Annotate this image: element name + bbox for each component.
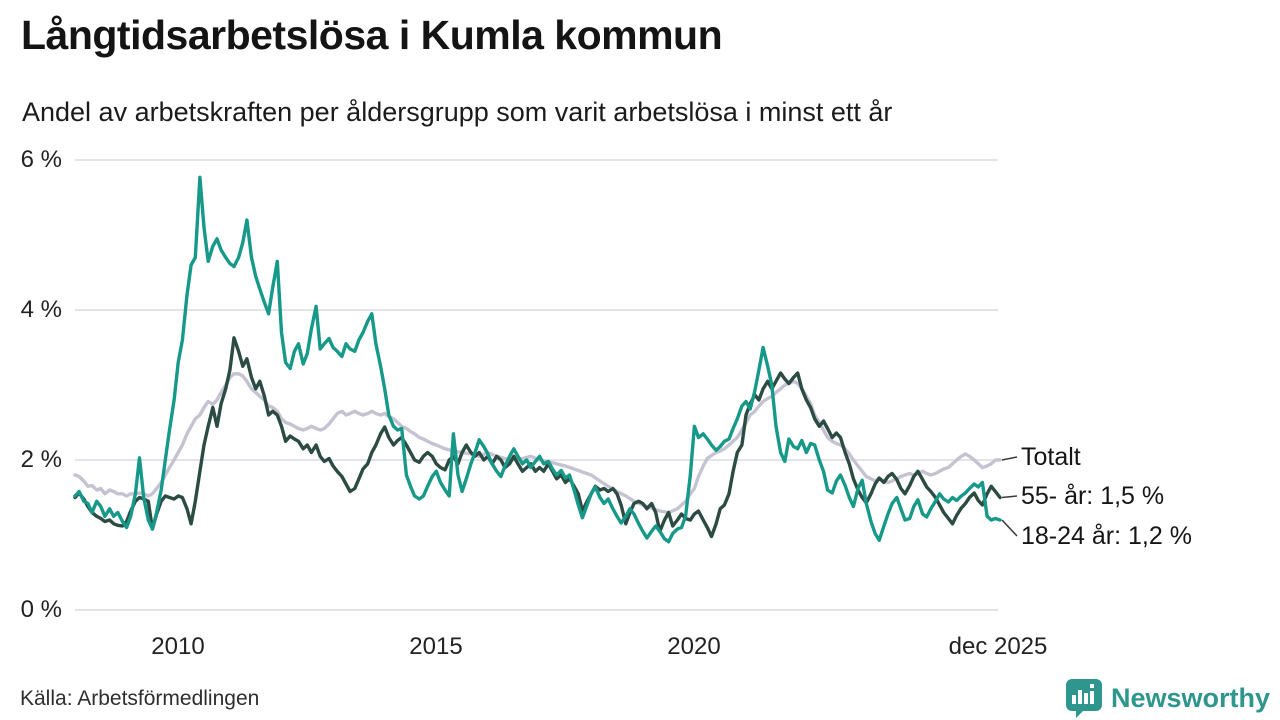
y-tick-4: 4 % bbox=[20, 296, 62, 323]
newsworthy-brand: Newsworthy bbox=[1065, 678, 1270, 718]
page-title: Långtidsarbetslösa i Kumla kommun bbox=[21, 12, 723, 58]
series-line-55-r bbox=[73, 336, 1002, 539]
x-tick-2010: 2010 bbox=[151, 633, 205, 660]
bar-chart-speech-bubble-icon bbox=[1065, 679, 1102, 718]
y-tick-0: 0 % bbox=[20, 596, 62, 623]
y-tick-6: 6 % bbox=[20, 146, 62, 173]
x-tick-2015: 2015 bbox=[409, 633, 463, 660]
y-tick-2: 2 % bbox=[20, 446, 62, 473]
label-leader-line bbox=[1001, 519, 1018, 537]
series-label-55: 55- år: 1,5 % bbox=[1021, 482, 1165, 510]
brand-name: Newsworthy bbox=[1110, 682, 1270, 713]
label-leader-line bbox=[1001, 495, 1018, 499]
series-line-totalt bbox=[73, 372, 1002, 515]
chart-subtitle: Andel av arbetskraften per åldersgrupp s… bbox=[22, 97, 893, 127]
series-line-18-24-r bbox=[73, 175, 1002, 544]
x-tick-dec-2025: dec 2025 bbox=[948, 633, 1048, 660]
series-label-18-24: 18-24 år: 1,2 % bbox=[1021, 522, 1192, 550]
series-label-totalt: Totalt bbox=[1021, 443, 1081, 471]
source-note: Källa: Arbetsförmedlingen bbox=[20, 687, 260, 710]
label-leader-line bbox=[1001, 456, 1018, 461]
x-tick-2020: 2020 bbox=[667, 633, 721, 660]
